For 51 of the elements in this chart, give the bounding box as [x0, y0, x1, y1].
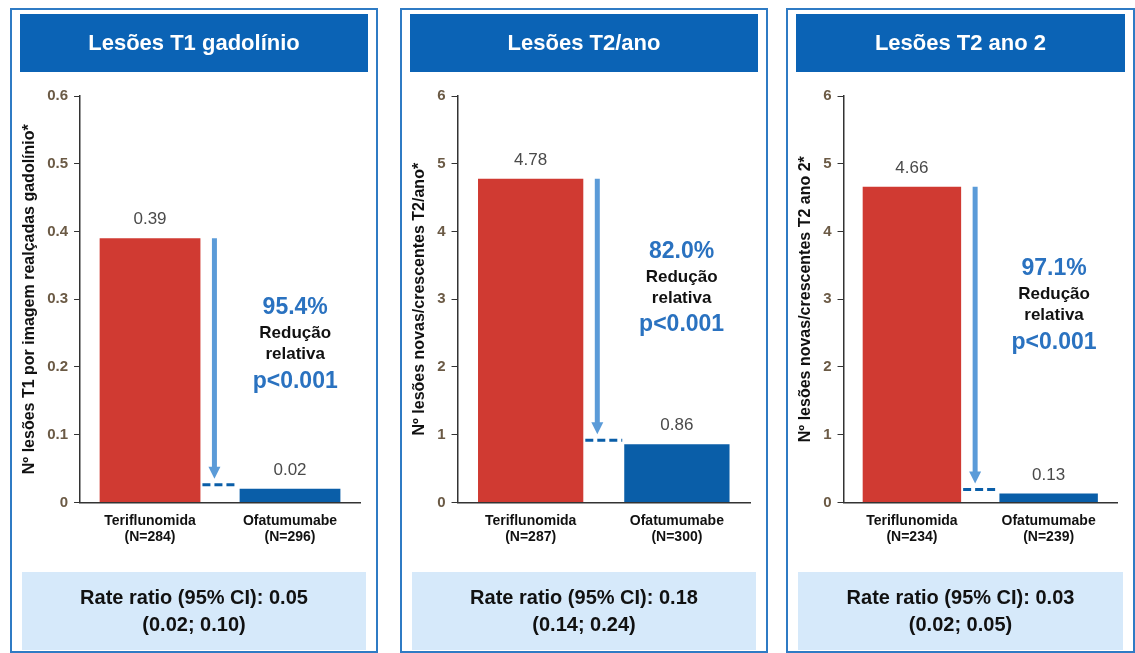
annotation: p<0.001 [251, 366, 339, 394]
data-label: 4.66 [895, 157, 929, 177]
y-tick-label: 0 [823, 492, 832, 510]
y-axis-title: Nº lesões novas/crescentes T2 ano 2* [796, 155, 814, 443]
y-tick-label: 6 [437, 86, 446, 104]
annotation: 82.0% [648, 236, 716, 264]
y-tick-label: 1 [823, 424, 832, 442]
annotation: p<0.001 [638, 310, 726, 338]
y-tick-label: 5 [823, 153, 832, 171]
y-tick-label: 0.1 [47, 424, 69, 442]
y-tick-label: 4 [437, 221, 447, 239]
x-tick-label: Ofatumumabe (N=239) [1001, 511, 1096, 545]
y-tick-label: 0.3 [47, 289, 69, 307]
y-tick-label: 0 [59, 492, 69, 510]
annotation: 97.1% [1020, 254, 1088, 282]
text: Rate ratio (95% CI): 0.05 (0.02; 0.10) [22, 572, 366, 650]
x-tick-label: Ofatumumabe (N=300) [629, 511, 725, 545]
y-tick-label: 0.2 [47, 357, 69, 375]
y-tick-label: 0 [437, 492, 446, 510]
data-label: 0.02 [273, 460, 307, 480]
y-tick-label: 2 [823, 357, 832, 375]
y-tick-label: 0.6 [47, 86, 69, 104]
y-axis-title: Nº lesões novas/crescentes T2/ano* [410, 162, 428, 436]
y-tick-label: 0.4 [47, 221, 69, 239]
annotation: Redução relativa [1017, 283, 1091, 326]
x-tick-label: Teriflunomida (N=234) [866, 511, 958, 545]
chart-title: Lesões T1 gadolínio [20, 14, 368, 72]
data-label: 0.86 [660, 415, 694, 435]
data-label: 4.78 [514, 149, 548, 169]
x-tick-label: Ofatumumabe (N=296) [242, 511, 338, 545]
y-tick-label: 4 [823, 221, 833, 239]
y-axis-title: Nº lesões T1 por imagem realçadas gadolínio* [20, 123, 38, 475]
x-tick-label: Teriflunomida (N=284) [104, 511, 197, 545]
text: Rate ratio (95% CI): 0.18 (0.14; 0.24) [412, 572, 756, 650]
x-tick-label: Teriflunomida (N=287) [484, 511, 577, 545]
y-tick-label: 2 [437, 357, 446, 375]
annotation: Redução relativa [644, 265, 719, 309]
annotation: Redução relativa [258, 322, 333, 365]
text: Rate ratio (95% CI): 0.03 (0.02; 0.05) [798, 572, 1123, 650]
annotation: 95.4% [261, 293, 329, 321]
annotation: p<0.001 [1010, 327, 1098, 355]
y-tick-label: 3 [437, 289, 446, 307]
y-tick-label: 5 [437, 153, 446, 171]
chart-title: Lesões T2 ano 2 [796, 14, 1125, 72]
y-tick-label: 3 [823, 289, 832, 307]
chart-title: Lesões T2/ano [410, 14, 758, 72]
y-tick-label: 6 [823, 86, 832, 104]
data-label: 0.13 [1032, 464, 1066, 484]
y-tick-label: 0.5 [47, 153, 69, 171]
y-tick-label: 1 [437, 424, 446, 442]
data-label: 0.39 [133, 209, 167, 229]
